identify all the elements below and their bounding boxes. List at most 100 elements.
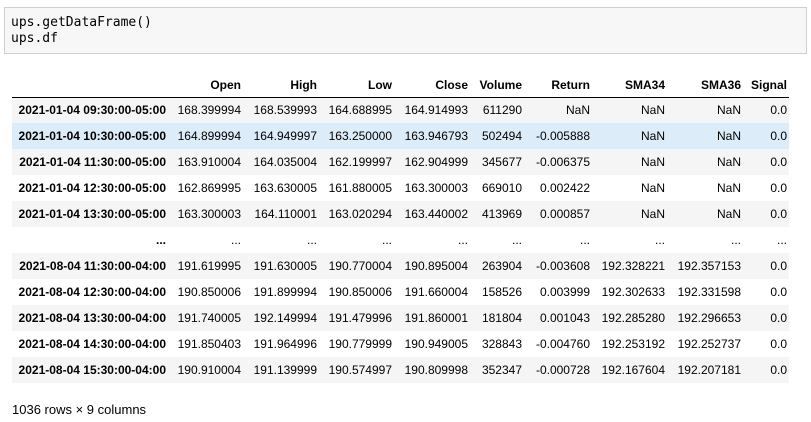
cell-sma36: 192.252737 (677, 337, 741, 351)
cell-open: 162.869995 (177, 181, 241, 195)
header-low: Low (317, 74, 392, 98)
cell-return: 0.001043 (539, 311, 590, 325)
cell-open: 163.300003 (177, 207, 241, 221)
cell-low: 191.479996 (328, 311, 392, 325)
cell-return: 0.003999 (539, 285, 590, 299)
header-signal: Signal (741, 74, 789, 98)
cell-sma36: NaN (716, 129, 741, 143)
cell-volume: 413969 (481, 207, 522, 221)
cell-low: 163.020294 (328, 207, 392, 221)
cell-low: 162.199997 (328, 155, 392, 169)
cell-close: 163.440002 (404, 207, 468, 221)
cell-high: 164.949997 (253, 129, 317, 143)
table-row: 2021-01-04 10:30:00-05:00 164.899994 164.9… (12, 123, 789, 149)
code-cell-input[interactable]: ups.getDataFrame() ups.df (4, 7, 807, 54)
code-line-2: ups.df (11, 31, 58, 46)
cell-high: ... (306, 233, 317, 247)
cell-return: -0.006375 (535, 155, 590, 169)
cell-close: 190.895004 (404, 259, 468, 273)
cell-volume: 345677 (481, 155, 522, 169)
cell-close: 191.660004 (404, 285, 468, 299)
cell-close: 190.809998 (404, 363, 468, 377)
cell-sma36: NaN (716, 155, 741, 169)
cell-high: 164.035004 (253, 155, 317, 169)
cell-sma34: NaN (640, 129, 665, 143)
table-row: 2021-01-04 12:30:00-05:00 162.869995 163.6… (12, 175, 789, 201)
cell-close: ... (457, 233, 468, 247)
header-sma34: SMA34 (590, 74, 665, 98)
cell-low: 161.880005 (328, 181, 392, 195)
cell-signal: 0.0 (770, 103, 787, 118)
cell-low: ... (381, 233, 392, 247)
cell-sma36: 192.207181 (677, 363, 741, 377)
dataframe-table: Open High Low Close Volume Return SMA34 … (12, 74, 789, 383)
header-index (12, 74, 166, 98)
cell-close: 163.946793 (404, 129, 468, 143)
table-row: 2021-08-04 14:30:00-04:00 191.850403 191.9… (12, 331, 789, 357)
cell-return: -0.003608 (535, 259, 590, 273)
header-high: High (241, 74, 317, 98)
cell-return: 0.000857 (539, 207, 590, 221)
cell-volume: 263904 (481, 259, 522, 273)
cell-return: -0.000728 (535, 363, 590, 377)
cell-open: 190.850006 (177, 285, 241, 299)
cell-volume: 328843 (481, 337, 522, 351)
cell-high: 192.149994 (253, 311, 317, 325)
cell-open: 163.910004 (177, 155, 241, 169)
cell-open: ... (230, 233, 241, 247)
row-index: 2021-08-04 11:30:00-04:00 (19, 259, 166, 273)
cell-low: 164.688995 (328, 103, 392, 118)
cell-low: 190.574997 (328, 363, 392, 377)
table-row: 2021-01-04 09:30:00-05:00 168.399994 168.5… (12, 97, 789, 123)
table-row: 2021-08-04 15:30:00-04:00 190.910004 191.1… (12, 357, 789, 383)
cell-high: 191.964996 (253, 337, 317, 351)
cell-sma36: NaN (716, 207, 741, 221)
cell-return: -0.004760 (535, 337, 590, 351)
cell-signal: 0.0 (770, 155, 787, 169)
cell-signal: 0.0 (770, 259, 787, 273)
row-index: ... (155, 233, 166, 247)
cell-volume: 502494 (481, 129, 522, 143)
table-row: 2021-08-04 11:30:00-04:00 191.619995 191.6… (12, 253, 789, 279)
row-index: 2021-08-04 13:30:00-04:00 (18, 311, 166, 325)
cell-open: 164.899994 (177, 129, 241, 143)
cell-volume: 352347 (481, 363, 522, 377)
cell-signal: ... (776, 233, 787, 247)
row-index: 2021-08-04 14:30:00-04:00 (18, 337, 166, 351)
cell-signal: 0.0 (770, 181, 787, 195)
dataframe-shape-footer: 1036 rows × 9 columns (12, 402, 147, 417)
cell-open: 168.399994 (177, 103, 241, 118)
cell-return: 0.002422 (539, 181, 590, 195)
cell-signal: 0.0 (770, 207, 787, 221)
header-open: Open (166, 74, 241, 98)
cell-low: 190.850006 (328, 285, 392, 299)
cell-high: 191.630005 (253, 259, 317, 273)
cell-low: 190.779999 (328, 337, 392, 351)
cell-sma34: ... (654, 233, 665, 247)
cell-signal: 0.0 (770, 285, 787, 299)
header-volume: Volume (468, 74, 522, 98)
cell-high: 191.899994 (253, 285, 317, 299)
cell-signal: 0.0 (770, 129, 787, 143)
cell-sma34: NaN (640, 207, 665, 221)
cell-return: NaN (565, 103, 590, 118)
cell-open: 191.850403 (177, 337, 241, 351)
cell-volume: 669010 (481, 181, 522, 195)
code-line-1: ups.getDataFrame() (11, 15, 152, 30)
cell-volume: 611290 (482, 103, 522, 118)
cell-sma36: NaN (716, 181, 741, 195)
cell-high: 163.630005 (253, 181, 317, 195)
row-index: 2021-01-04 09:30:00-05:00 (18, 103, 166, 118)
cell-high: 168.539993 (253, 103, 317, 118)
cell-open: 191.740005 (177, 311, 241, 325)
cell-sma34: 192.167604 (601, 363, 665, 377)
cell-volume: 181804 (481, 311, 522, 325)
cell-close: 163.300003 (404, 181, 468, 195)
cell-sma34: 192.285280 (601, 311, 665, 325)
cell-signal: 0.0 (770, 311, 787, 325)
cell-sma34: 192.253192 (601, 337, 665, 351)
cell-sma36: 192.357153 (677, 259, 741, 273)
header-sma36: SMA36 (665, 74, 741, 98)
cell-sma36: NaN (716, 103, 741, 118)
row-index: 2021-01-04 12:30:00-05:00 (18, 181, 166, 195)
